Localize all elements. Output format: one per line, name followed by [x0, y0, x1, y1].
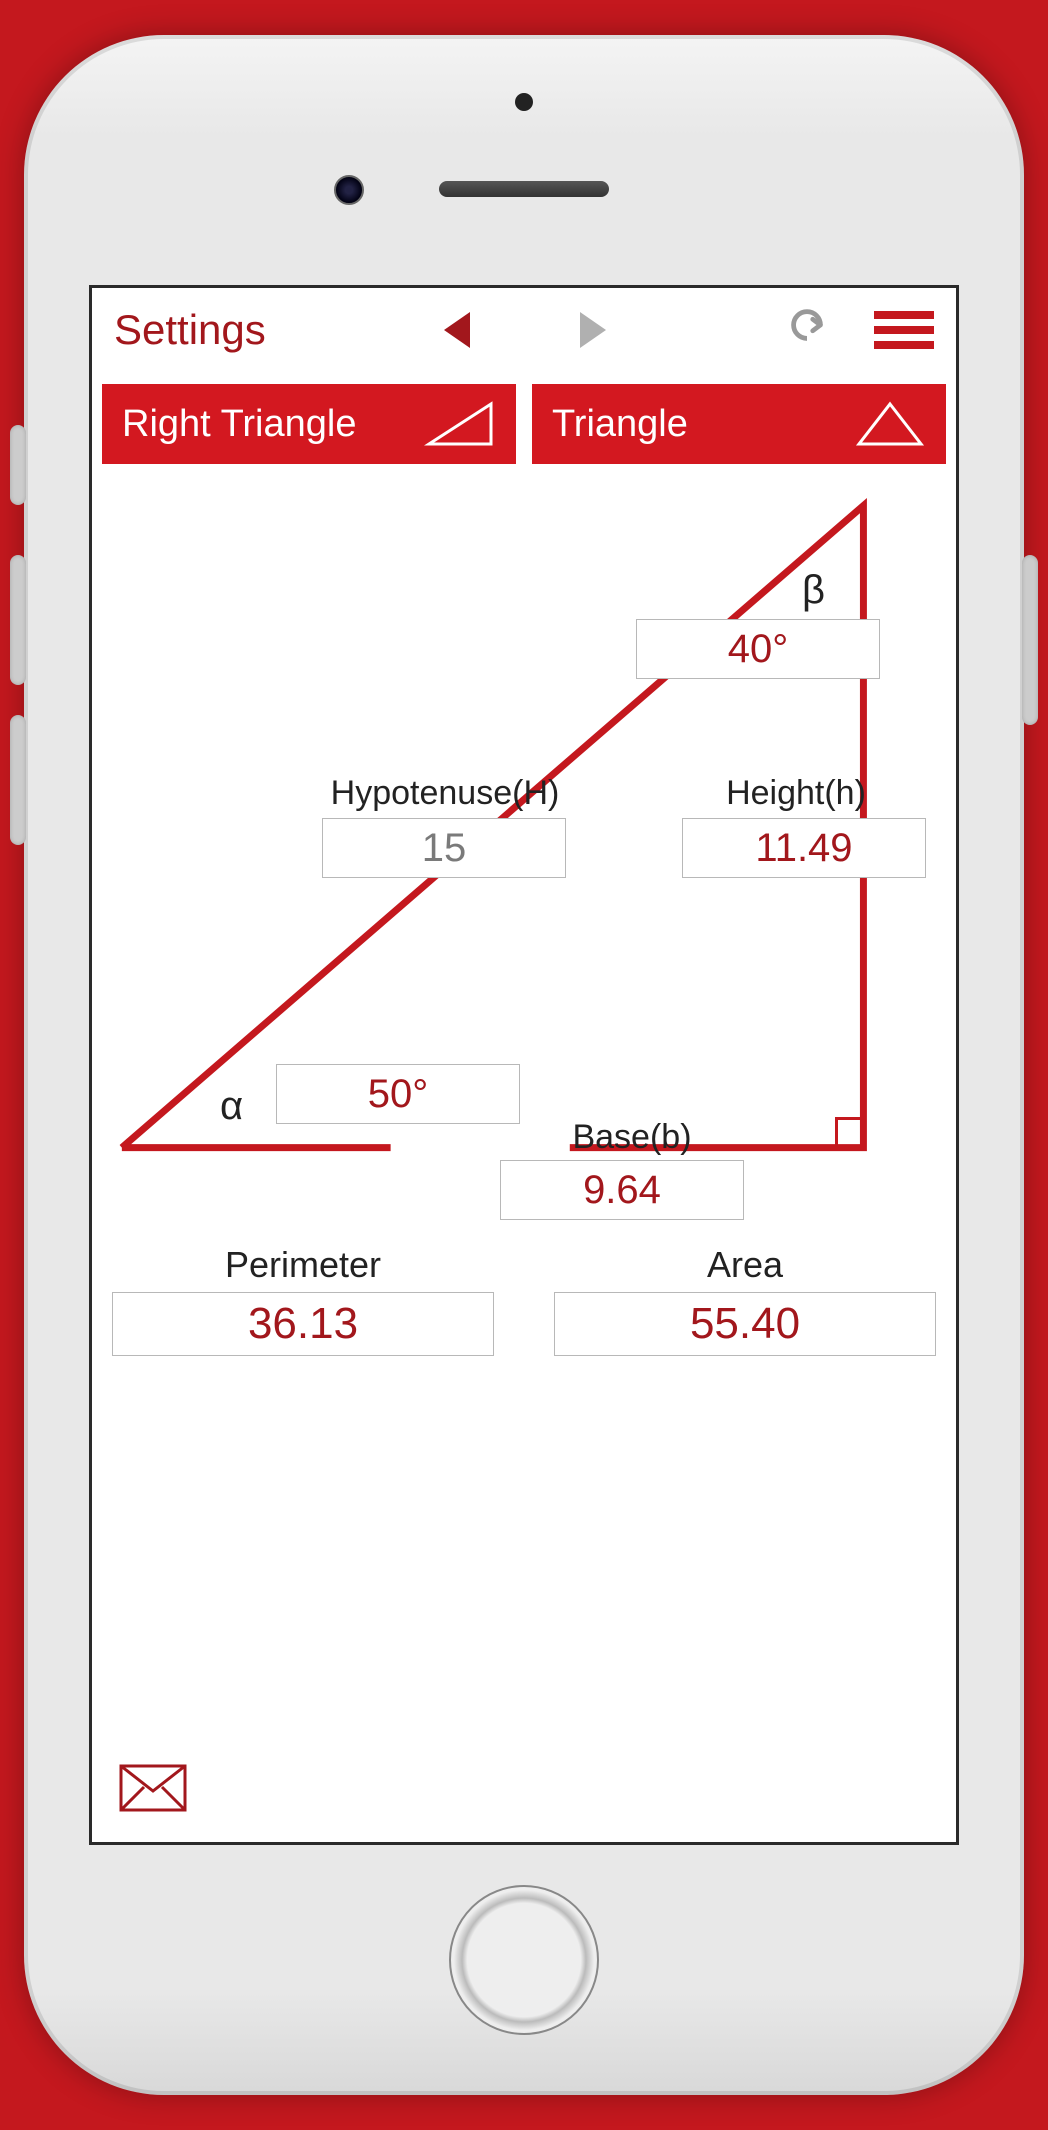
header-bar: Settings	[92, 288, 956, 372]
perimeter-value: 36.13	[248, 1299, 358, 1349]
tab-triangle[interactable]: Triangle	[532, 384, 946, 464]
beta-label: β	[802, 568, 825, 613]
alpha-label: α	[220, 1084, 243, 1129]
base-input[interactable]: 9.64	[500, 1160, 744, 1220]
height-label: Height(h)	[696, 774, 896, 813]
triangle-diagram: β 40° Hypotenuse(H) 15 Height(h) 11.49 α…	[92, 464, 956, 1224]
height-input[interactable]: 11.49	[682, 818, 926, 878]
home-button[interactable]	[449, 1885, 599, 2035]
menu-icon[interactable]	[874, 311, 934, 349]
hypotenuse-value: 15	[422, 826, 467, 871]
area-label: Area	[554, 1244, 936, 1286]
settings-button[interactable]: Settings	[114, 306, 266, 354]
app-screen: Settings Right Triangle Triangle	[89, 285, 959, 1845]
alpha-input[interactable]: 50°	[276, 1064, 520, 1124]
tab-label: Right Triangle	[122, 403, 356, 446]
base-value: 9.64	[583, 1168, 661, 1213]
base-label: Base(b)	[542, 1118, 722, 1157]
right-triangle-icon	[424, 399, 496, 449]
tab-right-triangle[interactable]: Right Triangle	[102, 384, 516, 464]
tab-label: Triangle	[552, 403, 688, 446]
prev-arrow-icon[interactable]	[444, 312, 470, 348]
right-angle-marker	[835, 1117, 865, 1147]
height-value: 11.49	[755, 826, 852, 871]
perimeter-output: 36.13	[112, 1292, 494, 1356]
next-arrow-icon[interactable]	[580, 312, 606, 348]
mail-icon[interactable]	[118, 1763, 188, 1818]
perimeter-label: Perimeter	[112, 1244, 494, 1286]
hypotenuse-input[interactable]: 15	[322, 818, 566, 878]
results-row: Perimeter 36.13 Area 55.40	[92, 1224, 956, 1356]
area-value: 55.40	[690, 1299, 800, 1349]
hypotenuse-label: Hypotenuse(H)	[320, 774, 570, 813]
alpha-value: 50°	[368, 1072, 429, 1117]
beta-value: 40°	[728, 627, 789, 672]
beta-input[interactable]: 40°	[636, 619, 880, 679]
triangle-icon	[854, 399, 926, 449]
area-output: 55.40	[554, 1292, 936, 1356]
undo-icon[interactable]	[784, 302, 830, 359]
